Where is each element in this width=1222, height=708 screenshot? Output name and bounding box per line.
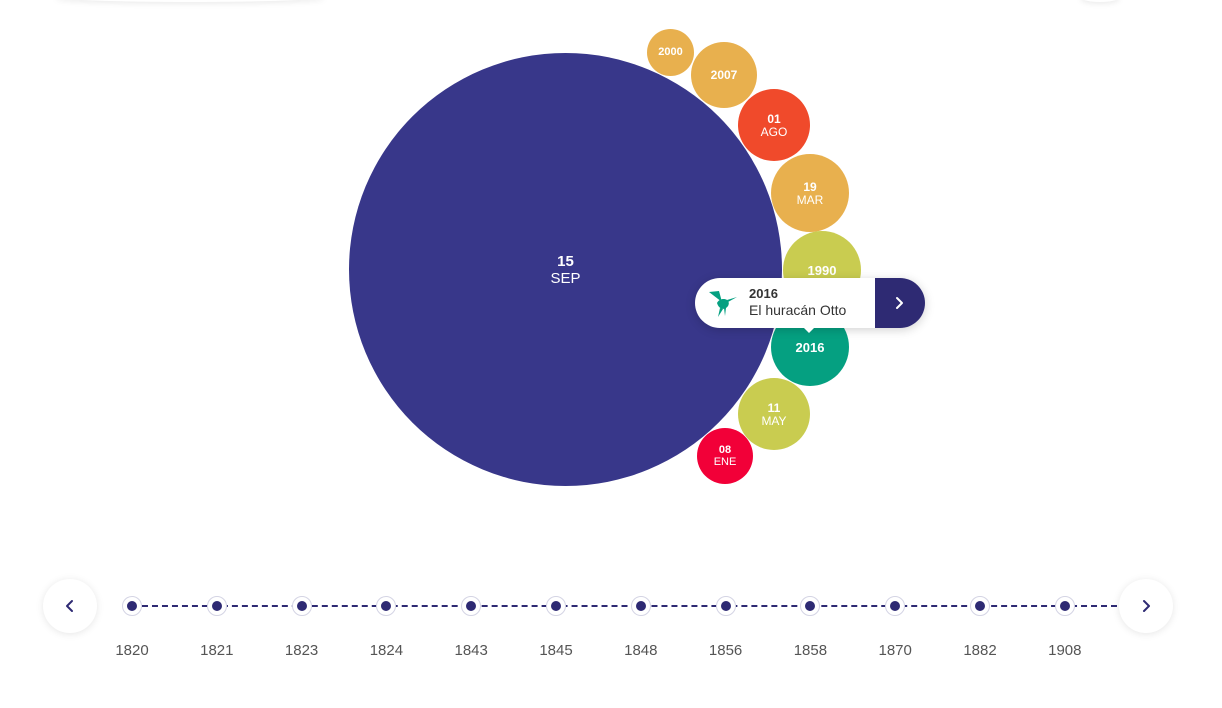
previous-section-edge — [55, 0, 325, 2]
bubble-2000[interactable]: 2000 — [647, 29, 694, 76]
timeline-dot-inner — [720, 601, 731, 611]
bubble-line1: 2007 — [710, 68, 738, 82]
timeline-dot-inner — [1059, 601, 1070, 611]
timeline-year-1870[interactable]: 1870 — [878, 642, 912, 659]
timeline-dot-1824[interactable] — [376, 596, 397, 616]
hummingbird-icon — [709, 291, 737, 317]
bubble-line1: 15 — [557, 252, 574, 270]
timeline-year-1856[interactable]: 1856 — [708, 642, 743, 659]
timeline-next-button[interactable] — [1119, 579, 1173, 633]
timeline-year-1843[interactable]: 1843 — [454, 642, 488, 659]
timeline-dot-1845[interactable] — [546, 596, 566, 616]
timeline-dot-1820[interactable] — [122, 596, 142, 616]
bubble-line1: 2016 — [795, 339, 825, 355]
timeline-dot-inner — [381, 601, 392, 611]
bubble-11-may[interactable]: 11 MAY — [738, 378, 810, 450]
bubble-19-mar[interactable]: 19 MAR — [771, 154, 849, 232]
timeline-year-1824[interactable]: 1824 — [369, 642, 404, 659]
timeline-dot-1870[interactable] — [885, 596, 906, 616]
previous-section-edge-right — [1080, 0, 1120, 2]
timeline-year-1823[interactable]: 1823 — [284, 642, 319, 659]
tooltip-text: 2016 El huracán Otto — [749, 286, 875, 319]
timeline-dot-inner — [466, 601, 477, 611]
bubble-line2: MAR — [796, 192, 824, 207]
bubble-line1: 11 — [767, 400, 781, 415]
bubble-line2: MAY — [761, 413, 787, 428]
timeline-dot-1908[interactable] — [1054, 596, 1075, 616]
chevron-right-icon — [896, 297, 903, 309]
bubble-line1: 2000 — [658, 46, 683, 58]
timeline-year-1848[interactable]: 1848 — [624, 642, 658, 659]
timeline-dot-inner — [296, 601, 307, 611]
timeline-track — [132, 605, 1117, 607]
bubble-15-sep[interactable]: 15 SEP — [349, 53, 782, 486]
bubble-line1: 1990 — [807, 262, 837, 278]
open-event-button[interactable] — [875, 278, 925, 328]
timeline-dot-1858[interactable] — [800, 596, 821, 616]
timeline-dot-inner — [805, 601, 816, 611]
timeline-year-1858[interactable]: 1858 — [793, 642, 828, 659]
timeline-dot-inner — [975, 601, 985, 611]
bubble-line1: 19 — [803, 179, 817, 194]
bubble-line2: AGO — [760, 124, 788, 139]
event-tooltip[interactable]: 2016 El huracán Otto — [695, 278, 925, 333]
chevron-left-icon — [66, 600, 73, 612]
bubble-line2: ENE — [713, 455, 737, 468]
bubble-2007[interactable]: 2007 — [691, 42, 757, 108]
timeline-dot-inner — [211, 601, 222, 611]
bubble-08-ene[interactable]: 08 ENE — [697, 428, 753, 484]
timeline-prev-button[interactable] — [43, 579, 97, 633]
chevron-right-icon — [1143, 600, 1150, 612]
tooltip-pointer — [802, 326, 816, 333]
timeline-dot-1848[interactable] — [630, 596, 651, 616]
bubble-line1: 01 — [767, 111, 781, 126]
timeline-year-1882[interactable]: 1882 — [963, 642, 997, 659]
timeline-year-1845[interactable]: 1845 — [539, 642, 573, 659]
timeline-dot-inner — [635, 601, 646, 611]
timeline-dot-1856[interactable] — [715, 596, 736, 616]
timeline-dot-1882[interactable] — [970, 596, 990, 616]
bubble-line2: SEP — [550, 269, 581, 287]
timeline-dot-inner — [551, 601, 561, 611]
bubble-01-ago[interactable]: 01 AGO — [738, 89, 810, 161]
timeline-dot-1823[interactable] — [291, 596, 312, 616]
timeline-dot-1821[interactable] — [206, 596, 227, 616]
tooltip-year: 2016 — [749, 286, 778, 302]
tooltip-title: El huracán Otto — [749, 302, 847, 319]
timeline-year-1820[interactable]: 1820 — [115, 642, 149, 659]
timeline-dot-inner — [890, 601, 901, 611]
timeline-dot-inner — [127, 601, 137, 611]
bubble-line1: 08 — [718, 443, 732, 456]
timeline-year-1821[interactable]: 1821 — [200, 642, 234, 659]
timeline-year-1908[interactable]: 1908 — [1048, 642, 1082, 659]
timeline-dot-1843[interactable] — [461, 596, 482, 616]
